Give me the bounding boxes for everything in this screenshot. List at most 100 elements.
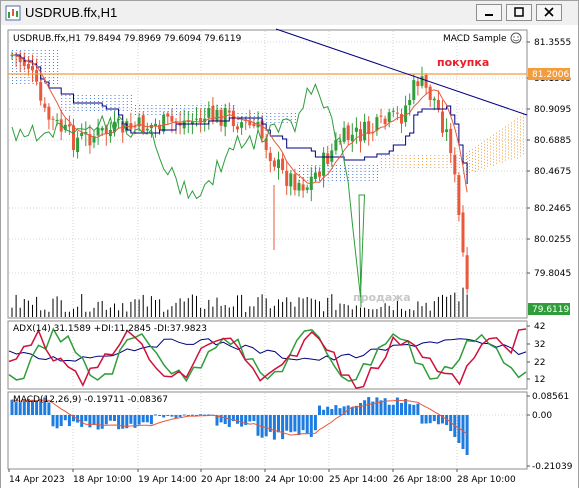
candle-body	[371, 131, 375, 133]
cloud-dot	[290, 116, 292, 117]
cloud-dot	[517, 133, 518, 135]
cloud-dot	[77, 101, 79, 102]
macd-tick-label: 0.08561	[532, 392, 569, 402]
cloud-dot	[110, 104, 112, 105]
candle-body	[129, 123, 133, 129]
cloud-dot	[364, 180, 366, 181]
cloud-dot	[401, 155, 403, 156]
cloud-dot	[505, 144, 506, 146]
candle-body	[252, 123, 256, 127]
horizontal-line-price-tag	[528, 68, 570, 80]
macd-histogram-bar	[227, 415, 231, 427]
cloud-dot	[523, 135, 524, 137]
cloud-dot	[496, 159, 497, 161]
cloud-dot	[44, 53, 46, 54]
cloud-dot	[517, 118, 518, 120]
cloud-dot	[159, 111, 161, 112]
macd-histogram-bar	[195, 415, 198, 416]
time-tick-label: 24 Apr 10:00	[265, 475, 324, 485]
macd-histogram-bar	[174, 415, 178, 418]
cloud-dot	[523, 120, 524, 122]
minimize-button[interactable]	[476, 4, 502, 21]
macd-histogram-bar	[113, 415, 116, 422]
cloud-dot	[511, 149, 512, 151]
cloud-dot	[389, 161, 391, 162]
close-button[interactable]	[536, 4, 562, 21]
candle-body	[211, 105, 215, 121]
cloud-dot	[430, 164, 432, 165]
cloud-dot	[126, 104, 128, 105]
cloud-dot	[89, 104, 91, 105]
cloud-dot	[110, 110, 112, 111]
cloud-dot	[294, 113, 296, 114]
cloud-dot	[478, 147, 479, 149]
restore-button[interactable]	[506, 4, 532, 21]
macd-histogram-bar	[31, 399, 34, 415]
cloud-dot	[270, 113, 272, 114]
cloud-dot	[430, 167, 432, 168]
cloud-dot	[147, 105, 149, 106]
candle-body	[264, 138, 268, 151]
cloud-dot	[221, 105, 223, 106]
candle-body	[428, 86, 432, 100]
macd-histogram-bar	[387, 404, 391, 415]
cloud-dot	[490, 163, 491, 165]
cloud-dot	[16, 77, 18, 78]
cloud-dot	[102, 95, 104, 96]
buy-label: покупка	[437, 56, 489, 69]
cloud-dot	[478, 159, 479, 161]
macd-histogram-bar	[461, 415, 465, 449]
cloud-dot	[253, 116, 255, 117]
cloud-dot	[490, 157, 491, 159]
candle-body	[55, 119, 59, 122]
macd-histogram-bar	[432, 415, 436, 422]
title-bar[interactable]: USDRUB.ffx,H1	[1, 1, 578, 25]
cloud-dot	[493, 164, 494, 166]
candle-body	[88, 134, 92, 146]
cloud-dot	[180, 108, 182, 109]
chart-window-icon	[5, 5, 21, 21]
candle-body	[22, 59, 26, 66]
cloud-dot	[511, 122, 512, 124]
time-tick-label: 14 Apr 2023	[9, 475, 65, 485]
cloud-dot	[155, 105, 157, 106]
cloud-dot	[517, 148, 518, 150]
cloud-dot	[98, 98, 100, 99]
chart-area[interactable]: USDRUB.ffx,H1 79.8494 79.8969 79.6094 79…	[1, 25, 578, 489]
cloud-dot	[438, 161, 440, 162]
cloud-dot	[499, 130, 500, 132]
cloud-dot	[89, 95, 91, 96]
cloud-dot	[364, 177, 366, 178]
candle-body	[96, 127, 100, 136]
candle-body	[322, 152, 326, 176]
candle-body	[141, 115, 145, 133]
cloud-dot	[376, 168, 378, 169]
cloud-dot	[472, 169, 473, 171]
cloud-dot	[307, 180, 309, 181]
cloud-dot	[163, 108, 165, 109]
cloud-dot	[446, 164, 448, 165]
cloud-dot	[475, 146, 476, 148]
cloud-dot	[69, 107, 71, 108]
cloud-dot	[130, 107, 132, 108]
cloud-dot	[368, 171, 370, 172]
candle-body	[236, 126, 239, 130]
cloud-dot	[499, 151, 500, 153]
cloud-dot	[523, 117, 524, 119]
candle-body	[289, 173, 293, 187]
macd-signal-line	[11, 399, 468, 436]
main-price-panel[interactable]	[7, 29, 528, 319]
trend-line[interactable]	[275, 28, 528, 116]
candle-body	[166, 113, 170, 117]
cloud-dot	[114, 104, 116, 105]
cloud-dot	[143, 108, 145, 109]
cloud-dot	[499, 136, 500, 138]
cloud-dot	[422, 161, 423, 162]
price-tick-label: 80.4675	[534, 167, 571, 177]
cloud-dot	[422, 164, 423, 165]
cloud-dot	[517, 139, 518, 141]
cloud-dot	[307, 168, 309, 169]
cloud-dot	[478, 153, 479, 155]
cloud-dot	[335, 165, 337, 166]
cloud-dot	[381, 158, 382, 159]
